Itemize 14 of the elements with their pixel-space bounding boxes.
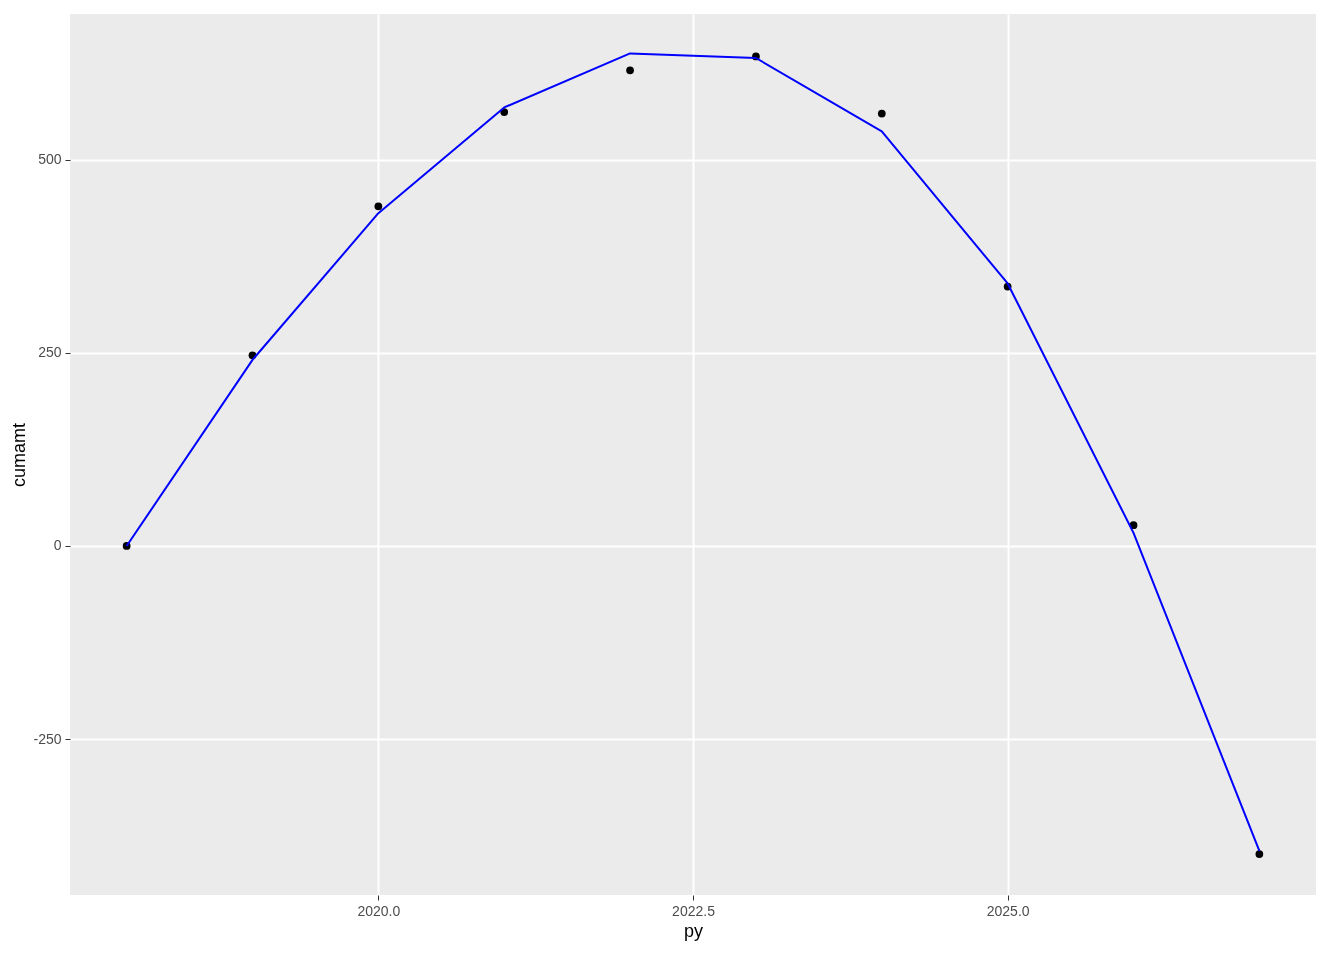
point (1129, 521, 1138, 530)
y-tick-label: -250 (33, 730, 62, 747)
point (374, 202, 383, 211)
y-tick-label: 0 (53, 537, 62, 554)
y-tick-label: 250 (38, 344, 62, 361)
y-axis-title: cumamt (9, 422, 30, 488)
x-tick-label: 2022.5 (672, 902, 716, 919)
x-tick-label: 2025.0 (986, 902, 1030, 919)
point (1255, 850, 1264, 858)
x-tick-label: 2020.0 (357, 902, 401, 919)
y-tick-label: 500 (38, 151, 62, 168)
point (877, 109, 886, 118)
point (626, 66, 634, 75)
x-axis-title: py (683, 920, 704, 941)
